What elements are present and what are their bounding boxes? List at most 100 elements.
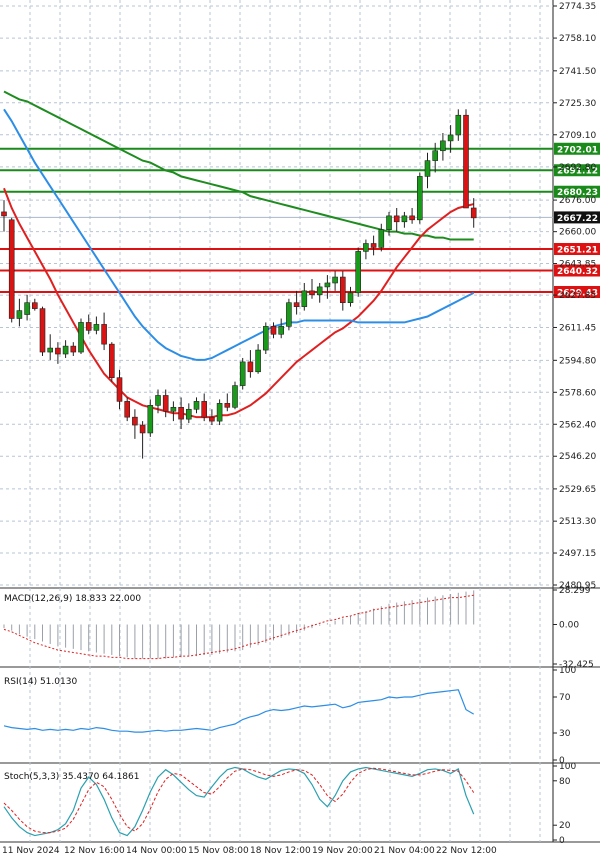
x-tick-label: 11 Nov 2024 [2,846,60,856]
y-tick-label: 2741.50 [559,67,596,77]
rsi-tick-label: 0 [559,756,565,766]
candle-body [70,345,77,353]
y-tick-label: 2480.95 [559,581,596,591]
y-tick-label: 2497.15 [559,549,596,559]
candle-body [16,310,23,319]
candle-body [155,395,161,406]
candle-body [24,302,30,315]
candle-body [309,290,315,296]
candle-body [8,219,15,319]
y-tick-label: 2562.40 [559,420,596,430]
candle-body [316,286,323,296]
candle-body [224,403,231,408]
candle-body [186,408,192,420]
price-level-label: 2702.01 [557,145,598,155]
stoch-label: Stoch(5,3,3) 35.4370 64.1861 [4,772,139,782]
y-tick-label: 2627.85 [559,291,596,301]
stoch-tick-label: 80 [559,777,571,787]
candle-body [401,215,408,223]
candle-body [124,401,130,418]
candle-body [393,215,400,223]
x-tick-label: 15 Nov 08:00 [188,846,249,856]
candle-body [463,114,469,209]
candle-body [355,251,362,294]
y-tick-label: 2725.30 [559,99,596,109]
candle-body [139,424,146,434]
candle-body [470,207,477,219]
price-level-badge [554,264,600,277]
candle-body [286,302,292,327]
candle-body [201,401,207,418]
rsi-tick-label: 100 [559,666,576,676]
y-tick-label: 2546.20 [559,452,596,462]
y-tick-label: 2594.80 [559,356,596,366]
rsi-line [3,689,475,733]
macd-label: MACD(12,26,9) 18.833 22.000 [4,594,141,604]
candle-body [101,324,107,345]
x-tick-label: 18 Nov 12:00 [250,846,311,856]
stoch-d-line [3,767,475,834]
y-tick-label: 2692.80 [559,163,596,173]
moving-average-line [3,108,475,361]
price-level-badge [554,285,600,298]
stoch-k-line [3,766,475,837]
candle-body [386,215,392,230]
candle-body [324,282,331,288]
candle-body [55,347,61,355]
moving-average-line [3,90,474,241]
price-level-label: 2691.12 [557,167,598,177]
y-tick-label: 2611.45 [559,323,596,333]
y-tick-label: 2774.35 [559,2,596,12]
y-tick-label: 2676.00 [559,196,596,206]
candle-body [424,160,431,177]
candle-body [109,343,115,378]
candle-body [455,114,462,136]
candle-body [31,302,38,309]
candle-body [293,302,300,307]
candle-body [47,347,54,353]
candle-body [270,326,277,335]
price-level-label: 2680.23 [557,188,598,198]
stoch-tick-label: 20 [559,821,571,831]
candle-body [85,322,92,331]
candle-body [432,150,439,161]
candle-body [409,215,415,221]
candle-body [447,134,454,142]
current-price-label: 2667.22 [557,214,598,224]
candle-body [247,361,254,373]
candle-body [301,290,308,307]
candle-body [262,326,269,351]
y-tick-label: 2513.30 [559,517,596,527]
y-tick-label: 2578.60 [559,388,596,398]
candle-body [147,405,154,434]
candle-body [239,361,246,386]
macd-tick-label: 0.00 [559,620,579,630]
candle-body [378,229,385,248]
y-tick-label: 2660.00 [559,228,596,238]
price-level-label: 2651.21 [557,246,598,256]
x-tick-label: 19 Nov 20:00 [312,846,373,856]
candle-body [39,308,46,353]
price-level-label: 2629.43 [557,288,598,298]
candle-body [339,276,346,304]
x-tick-label: 21 Nov 04:00 [374,846,435,856]
candle-body [332,276,338,284]
y-tick-label: 2709.10 [559,131,596,141]
candle-body [1,211,7,217]
macd-tick-label: 28.299 [559,586,591,596]
price-level-badge [554,185,600,198]
price-level-badge [554,142,600,155]
candle-body [209,416,215,422]
candle-body [216,403,223,422]
candle-body [363,243,369,252]
x-tick-label: 12 Nov 16:00 [64,846,125,856]
candle-body [193,401,200,410]
x-tick-label: 22 Nov 12:00 [436,846,497,856]
candle-body [232,385,238,408]
candle-body [440,140,446,152]
macd-signal-line [3,594,474,660]
y-tick-label: 2643.85 [559,260,596,270]
candle-body [132,416,138,426]
rsi-tick-label: 70 [559,693,571,703]
